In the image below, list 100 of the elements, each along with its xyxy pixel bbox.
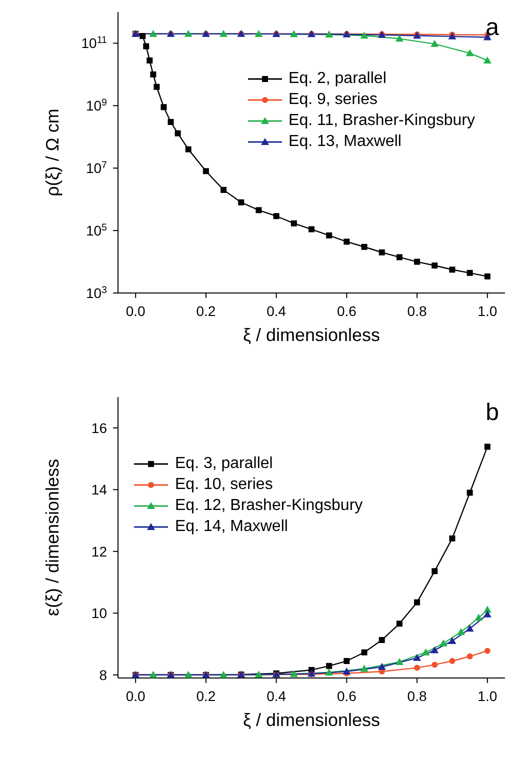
x-tick-label: 1.0	[478, 303, 498, 319]
point	[414, 599, 420, 606]
point	[396, 620, 402, 627]
point	[220, 186, 227, 193]
point	[449, 535, 456, 542]
point	[220, 30, 228, 37]
point	[466, 624, 474, 632]
point	[220, 670, 228, 678]
annotation: b	[486, 399, 499, 427]
point	[202, 168, 209, 174]
point	[483, 56, 492, 64]
point	[414, 664, 420, 671]
x-tick-label: 0.8	[407, 303, 427, 319]
point	[308, 226, 314, 232]
point	[449, 266, 456, 273]
point	[378, 637, 385, 644]
y-tick-label: 10$^{7}$	[86, 160, 107, 176]
point	[174, 130, 181, 136]
point	[154, 84, 160, 90]
point	[146, 57, 153, 64]
point	[361, 244, 368, 250]
y-tick-label: 10$^{11}$	[81, 34, 107, 52]
x-tick-label: 0.0	[126, 688, 146, 704]
x-axis-title: ξ / dimensionless	[242, 710, 380, 730]
point	[150, 71, 156, 78]
point	[483, 610, 492, 618]
point	[395, 34, 404, 42]
x-tick-label: 0.6	[336, 303, 357, 319]
legend-label: Eq. 12, Brasher-Kingsbury	[175, 496, 363, 516]
point	[432, 262, 438, 268]
point	[325, 30, 334, 38]
legend-label: Eq. 14, Maxwell	[175, 517, 288, 537]
point	[184, 30, 192, 37]
point	[414, 258, 420, 265]
y-tick-label: 16	[91, 420, 108, 436]
y-tick-label: 10$^{3}$	[86, 284, 108, 301]
legend-label: Eq. 2, parallel	[288, 69, 386, 89]
x-tick-label: 0.2	[196, 303, 216, 319]
point	[149, 30, 158, 37]
point	[160, 104, 167, 110]
x-axis-title: ξ / dimensionless	[242, 325, 380, 345]
point	[484, 273, 490, 280]
point	[360, 664, 368, 672]
point	[430, 646, 439, 654]
x-tick-label: 0.4	[266, 688, 286, 704]
point	[273, 213, 280, 220]
point	[290, 670, 298, 677]
point	[378, 249, 385, 256]
point	[254, 30, 263, 37]
point	[432, 568, 438, 574]
point	[361, 649, 368, 656]
point	[326, 232, 332, 238]
point	[168, 118, 174, 125]
legend-label: Eq. 9, series	[288, 90, 378, 110]
point	[185, 146, 192, 152]
point	[344, 658, 350, 664]
y-axis-title: ε(ξ) / dimensionless	[42, 458, 62, 616]
point	[430, 40, 439, 47]
point	[466, 490, 473, 496]
point	[360, 32, 368, 39]
legend-label: Eq. 10, series	[175, 475, 273, 495]
point	[395, 658, 404, 665]
y-tick-label: 10$^{5}$	[86, 222, 108, 239]
x-tick-label: 0.8	[407, 688, 427, 704]
y-tick-label: 10$^{9}$	[86, 97, 107, 114]
y-tick-label: 14	[91, 482, 108, 498]
x-tick-label: 0.4	[266, 303, 286, 319]
y-tick-label: 12	[91, 543, 108, 560]
legend-label: Eq. 3, parallel	[175, 454, 273, 474]
point	[149, 670, 158, 678]
point	[396, 254, 402, 260]
x-tick-label: 0.6	[336, 688, 357, 704]
point	[457, 628, 466, 635]
point	[254, 670, 263, 678]
point	[484, 648, 490, 654]
y-tick-label: 8	[99, 666, 108, 683]
point	[448, 636, 456, 644]
y-tick-label: 10	[91, 605, 108, 622]
legend-label: Eq. 11, Brasher-Kingsbury	[288, 111, 475, 131]
annotation: a	[486, 14, 499, 42]
point	[466, 270, 473, 276]
point	[238, 199, 244, 206]
point	[378, 662, 386, 670]
point	[342, 668, 351, 675]
point	[143, 43, 150, 50]
point	[325, 668, 334, 676]
point	[326, 662, 332, 669]
point	[432, 662, 438, 668]
point	[413, 654, 422, 661]
x-tick-label: 1.0	[478, 688, 498, 704]
x-tick-label: 0.2	[196, 688, 216, 704]
point	[256, 207, 262, 214]
point	[184, 670, 192, 678]
point	[344, 238, 350, 245]
point	[466, 49, 474, 56]
legend-label: Eq. 13, Maxwell	[288, 132, 402, 152]
point	[484, 444, 490, 450]
y-axis-title: ρ(ξ) / Ω cm	[42, 108, 62, 196]
point	[290, 30, 298, 38]
point	[439, 639, 448, 646]
